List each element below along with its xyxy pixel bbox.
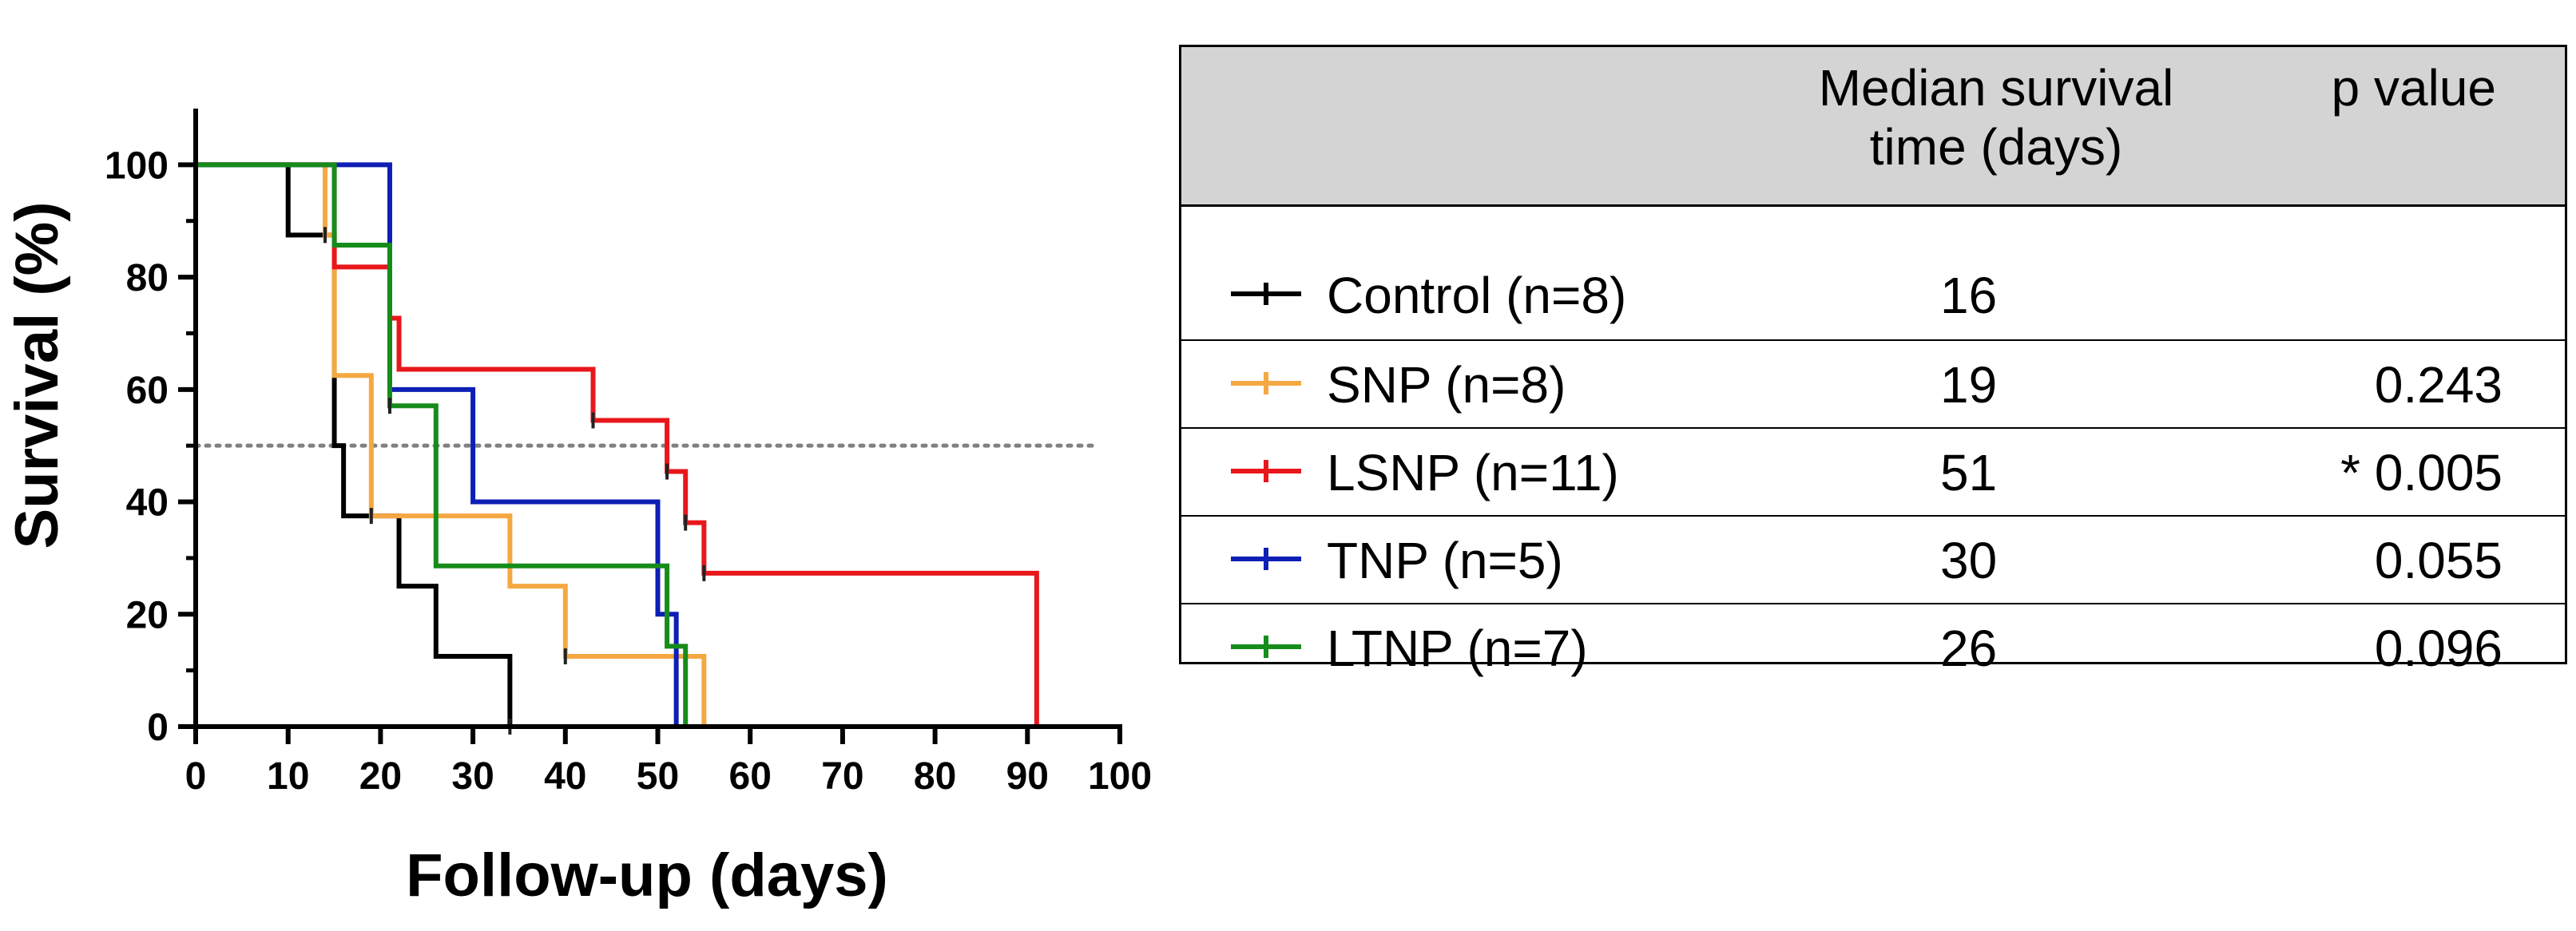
- survival-chart: 0 20 40 60 80 100 0 10 20 30 40 50 60 70 80 90 100 Survi…: [3, 109, 1152, 909]
- table-row-tnp: TNP (n=5) 30 0.055: [1181, 515, 2565, 603]
- median-header-line1: Median survival: [1818, 59, 2174, 117]
- y-tick-label: 100: [105, 145, 169, 187]
- row-pvalue: 0.243: [2374, 356, 2503, 414]
- series-layer: [196, 162, 1039, 735]
- median-header-line2: time (days): [1869, 118, 2123, 176]
- legend-swatch: [1231, 283, 1301, 305]
- row-median: 30: [1940, 532, 1998, 589]
- row-median: 51: [1940, 444, 1998, 501]
- x-tick-label: 0: [185, 755, 207, 798]
- series-line-tnp: [196, 162, 679, 727]
- x-tick-label: 100: [1088, 755, 1152, 798]
- row-pvalue: * 0.005: [2340, 444, 2503, 501]
- x-tick-label: 50: [637, 755, 679, 798]
- row-label: LTNP (n=7): [1327, 620, 1588, 677]
- row-label: LSNP (n=11): [1327, 444, 1619, 501]
- x-tick-label: 40: [544, 755, 586, 798]
- y-tick-label: 20: [126, 594, 169, 636]
- row-label: TNP (n=5): [1327, 532, 1563, 589]
- series-line-ltnp: [196, 162, 689, 727]
- row-median: 16: [1940, 267, 1998, 324]
- row-pvalue: 0.055: [2374, 532, 2503, 589]
- x-tick-label: 80: [914, 755, 956, 798]
- legend-swatch: [1231, 548, 1301, 570]
- legend-swatch: [1231, 372, 1301, 394]
- legend-swatch: [1231, 636, 1301, 658]
- x-tick-label: 90: [1006, 755, 1049, 798]
- y-tick-label: 60: [126, 370, 169, 412]
- p-value-header: p value: [2331, 59, 2496, 117]
- table-row-control: Control (n=8) 16: [1181, 252, 2565, 339]
- row-label: Control (n=8): [1327, 267, 1627, 324]
- y-axis-title: Survival (%): [3, 201, 71, 549]
- y-tick-label: 40: [126, 482, 169, 525]
- row-median: 19: [1940, 356, 1998, 414]
- x-tick-label: 10: [267, 755, 309, 798]
- median-survival-header: Median survival time (days): [1756, 58, 2236, 176]
- row-median: 26: [1940, 620, 1998, 677]
- x-tick-label: 70: [821, 755, 863, 798]
- table-header: Median survival time (days) p value: [1181, 47, 2565, 207]
- table-row-ltnp: LTNP (n=7) 26 0.096: [1181, 603, 2565, 691]
- x-axis-title: Follow-up (days): [406, 842, 888, 909]
- table-row-snp: SNP (n=8) 19 0.243: [1181, 339, 2565, 427]
- y-tick-label: 80: [126, 257, 169, 299]
- survival-table: Median survival time (days) p value Cont…: [1179, 45, 2567, 677]
- row-label: SNP (n=8): [1327, 356, 1566, 414]
- x-tick-label: 20: [359, 755, 402, 798]
- series-line-control: [196, 162, 513, 727]
- legend-swatch: [1231, 460, 1301, 482]
- x-tick-label: 60: [729, 755, 772, 798]
- x-tick-label: 30: [451, 755, 494, 798]
- row-pvalue: 0.096: [2374, 620, 2503, 677]
- table-row-lsnp: LSNP (n=11) 51 * 0.005: [1181, 427, 2565, 515]
- axis-layer: 0 20 40 60 80 100 0 10 20 30 40 50 60 70 80 90 100: [105, 109, 1152, 798]
- y-tick-label: 0: [147, 707, 169, 749]
